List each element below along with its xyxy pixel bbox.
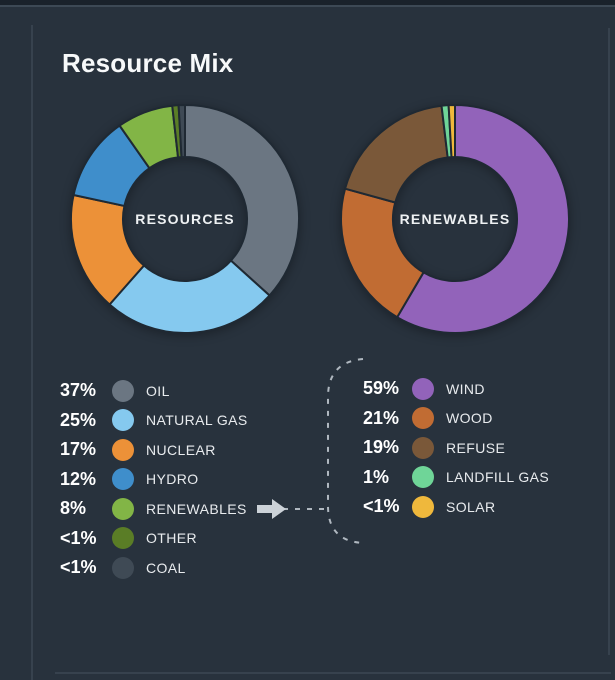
legend-row-oil: 37% OIL <box>60 376 287 406</box>
legend-label-solar: SOLAR <box>446 498 496 515</box>
legend-label-renewables: RENEWABLES <box>146 500 247 517</box>
legend-row-solar: <1% SOLAR <box>363 492 549 522</box>
resources-donut: RESOURCES <box>54 88 316 350</box>
legend-pct-wind: 59% <box>363 378 400 399</box>
legend-label-wood: WOOD <box>446 410 493 427</box>
legend-color-dot-coal <box>112 556 134 579</box>
legend-pct-natural-gas: 25% <box>60 409 97 430</box>
legend-row-refuse: 19% REFUSE <box>363 433 549 463</box>
donut-slice-oil[interactable] <box>184 103 300 297</box>
renewables-group-bracket <box>327 358 364 544</box>
donut-slice-coal[interactable] <box>177 103 186 159</box>
legend-color-dot-refuse <box>412 436 434 459</box>
top-border <box>0 0 615 7</box>
legend-color-dot-other <box>112 527 134 550</box>
legend-pct-nuclear: 17% <box>60 439 97 460</box>
resources-donut-chart <box>70 103 300 334</box>
legend-color-dot-renewables <box>112 497 134 520</box>
legend-row-wind: 59% WIND <box>363 374 549 404</box>
legend-pct-coal: <1% <box>60 557 97 578</box>
legend-label-oil: OIL <box>146 382 170 399</box>
legend-pct-other: <1% <box>60 527 97 548</box>
legend-label-natural-gas: NATURAL GAS <box>146 412 248 429</box>
legend-label-wind: WIND <box>446 380 485 397</box>
legend-row-other: <1% OTHER <box>60 524 287 554</box>
panel-left-border <box>31 25 33 680</box>
legend-color-dot-oil <box>112 379 134 402</box>
renewables-donut: RENEWABLES <box>324 88 586 350</box>
panel-right-border <box>608 28 610 655</box>
legend-pct-oil: 37% <box>60 380 97 401</box>
legend-label-refuse: REFUSE <box>446 439 506 456</box>
legend-row-coal: <1% COAL <box>60 553 287 583</box>
legend-color-dot-hydro <box>112 468 134 491</box>
legend-label-coal: COAL <box>146 559 186 576</box>
legend-pct-wood: 21% <box>363 407 400 428</box>
legend-row-natural-gas: 25% NATURAL GAS <box>60 406 287 436</box>
legend-pct-renewables: 8% <box>60 498 87 519</box>
legend-pct-refuse: 19% <box>363 437 400 458</box>
donut-slice-refuse[interactable] <box>343 104 449 204</box>
donut-center-label-renewables: RENEWABLES <box>399 211 511 227</box>
legend-pct-hydro: 12% <box>60 468 97 489</box>
donut-center-label-resources: RESOURCES <box>135 211 235 227</box>
arrow-right-icon <box>256 498 287 520</box>
legend-row-landfill-gas: 1% LANDFILL GAS <box>363 463 549 493</box>
donut-slice-solar[interactable] <box>447 103 456 159</box>
legend-pct-solar: <1% <box>363 496 400 517</box>
renewables-legend: 59% WIND 21% WOOD 19% REFUSE 1% LANDFILL GAS <1%… <box>363 374 549 522</box>
legend-label-nuclear: NUCLEAR <box>146 441 216 458</box>
legend-color-dot-natural-gas <box>112 409 134 432</box>
resources-legend: 37% OIL 25% NATURAL GAS 17% NUCLEAR 12% HYDRO 8%… <box>60 376 287 583</box>
legend-label-other: OTHER <box>146 530 197 547</box>
legend-row-renewables: 8% RENEWABLES <box>60 494 287 524</box>
renewables-donut-chart <box>340 103 570 334</box>
legend-label-hydro: HYDRO <box>146 471 199 488</box>
donut-slice-natural-gas[interactable] <box>108 259 271 334</box>
legend-row-nuclear: 17% NUCLEAR <box>60 435 287 465</box>
legend-color-dot-wind <box>412 377 434 400</box>
legend-row-hydro: 12% HYDRO <box>60 465 287 495</box>
legend-label-landfill-gas: LANDFILL GAS <box>446 469 550 486</box>
panel-bottom-border <box>55 672 611 674</box>
legend-pct-landfill-gas: 1% <box>363 466 390 487</box>
legend-color-dot-wood <box>412 407 434 430</box>
legend-color-dot-solar <box>412 495 434 518</box>
legend-row-wood: 21% WOOD <box>363 404 549 434</box>
panel-title: Resource Mix <box>62 48 234 78</box>
donut-slice-wind[interactable] <box>395 103 570 334</box>
legend-color-dot-landfill-gas <box>412 466 434 489</box>
legend-color-dot-nuclear <box>112 438 134 461</box>
